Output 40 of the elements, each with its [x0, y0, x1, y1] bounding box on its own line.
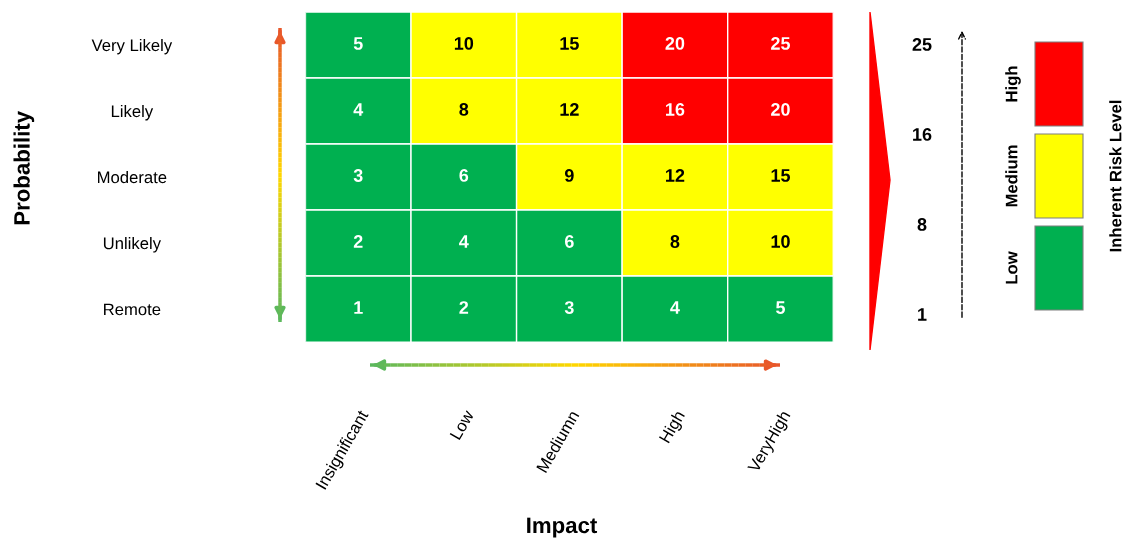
data-label: 15 [771, 169, 791, 182]
text: Inherent Risk Level [1109, 100, 1122, 252]
data-label: 3 [353, 169, 363, 182]
data-label: 8 [670, 235, 680, 248]
y-axis-title: Probability [13, 111, 35, 225]
text: 16 [913, 128, 932, 141]
data-label: 5 [776, 301, 785, 314]
data-label: 25 [771, 37, 791, 50]
text: 8 [917, 218, 927, 231]
data-label: 20 [665, 37, 685, 50]
text: 1 [918, 308, 927, 321]
data-label: 1 [354, 301, 363, 314]
data-label: 4 [459, 235, 469, 248]
y-tick-label: Unlikely [103, 237, 161, 253]
data-label: 2 [459, 301, 469, 314]
y-tick-label: Very Likely [91, 38, 173, 55]
data-label: 6 [565, 235, 574, 248]
data-label: 12 [666, 169, 685, 182]
text: High [1005, 66, 1021, 102]
data-label: 4 [353, 103, 364, 116]
text: Low [1005, 251, 1018, 284]
data-label: 20 [771, 103, 790, 116]
data-label: 12 [560, 103, 579, 116]
text: Medium [1005, 145, 1018, 207]
data-label: 16 [666, 103, 685, 116]
data-label: 2 [353, 235, 363, 248]
data-label: 9 [564, 169, 574, 182]
data-label: 4 [670, 301, 680, 314]
text: 25 [912, 38, 932, 51]
y-tick-label: Moderate [98, 170, 167, 184]
y-tick-label: Likely [111, 104, 154, 121]
data-label: 10 [454, 37, 474, 50]
data-label: 8 [459, 103, 469, 116]
x-axis-title: Impact [527, 517, 598, 538]
data-label: 15 [560, 37, 579, 50]
data-label: 5 [353, 37, 363, 50]
data-label: 3 [564, 301, 574, 314]
data-label: 10 [771, 235, 790, 248]
y-tick-label: Remote [104, 303, 161, 316]
data-label: 6 [459, 169, 469, 182]
